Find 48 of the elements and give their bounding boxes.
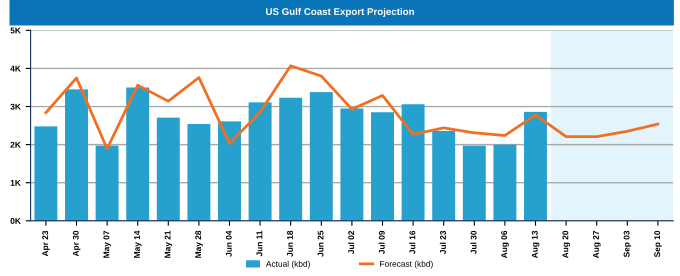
x-tick-label: Apr 30 <box>72 230 80 256</box>
bar <box>279 98 302 221</box>
x-tick-label: Jun 25 <box>318 230 324 257</box>
y-tick-label: 3K <box>10 104 21 110</box>
x-tick-label: Jul 02 <box>348 230 354 254</box>
x-tick-label: Jun 18 <box>287 230 293 257</box>
bar <box>524 112 547 221</box>
x-tick-label: Jul 30 <box>470 230 477 254</box>
line-series <box>44 64 660 150</box>
bar <box>96 146 119 221</box>
bar <box>371 112 394 221</box>
bar <box>402 104 425 221</box>
x-tick-label: Jul 23 <box>440 230 446 254</box>
bar <box>462 146 486 221</box>
x-tick-label: Apr 23 <box>42 230 50 256</box>
x-tick-label: Sep 10 <box>654 230 662 258</box>
x-tick-label: Aug 06 <box>501 230 509 258</box>
x-tick-label: Jun 11 <box>256 230 262 256</box>
x-tick-label: May 21 <box>164 230 172 258</box>
x-tick-label: Jul 16 <box>409 230 416 254</box>
y-tick-label: 0K <box>10 218 21 224</box>
legend-label: Actual (kbd) <box>266 260 310 268</box>
x-tick-label: May 07 <box>103 230 111 258</box>
chart-title: US Gulf Coast Export Projection <box>266 8 414 17</box>
x-tick-label: May 14 <box>134 230 142 258</box>
y-tick-label: 1K <box>10 180 21 186</box>
bar <box>65 89 88 221</box>
bar <box>340 108 364 221</box>
bar <box>493 144 516 221</box>
y-tick-label: 4K <box>10 66 21 72</box>
x-tick-label: Aug 20 <box>562 230 570 258</box>
bar <box>187 124 210 221</box>
bar <box>432 130 456 221</box>
x-tick-label: May 28 <box>195 230 203 258</box>
bar <box>34 126 58 221</box>
y-tick-label: 2K <box>10 142 21 148</box>
bar <box>126 87 150 221</box>
x-tick-label: Sep 03 <box>624 230 632 258</box>
bar <box>218 121 241 221</box>
bar <box>248 102 272 221</box>
legend-label: Forecast (kbd) <box>380 260 433 268</box>
x-tick-label: Aug 27 <box>593 230 601 258</box>
x-tick-label: Jul 09 <box>378 230 385 254</box>
bar <box>310 92 333 221</box>
bar <box>156 118 180 221</box>
x-tick-label: Aug 13 <box>532 230 540 258</box>
x-tick-label: Jun 04 <box>226 230 232 257</box>
y-tick-label: 5K <box>10 28 21 34</box>
